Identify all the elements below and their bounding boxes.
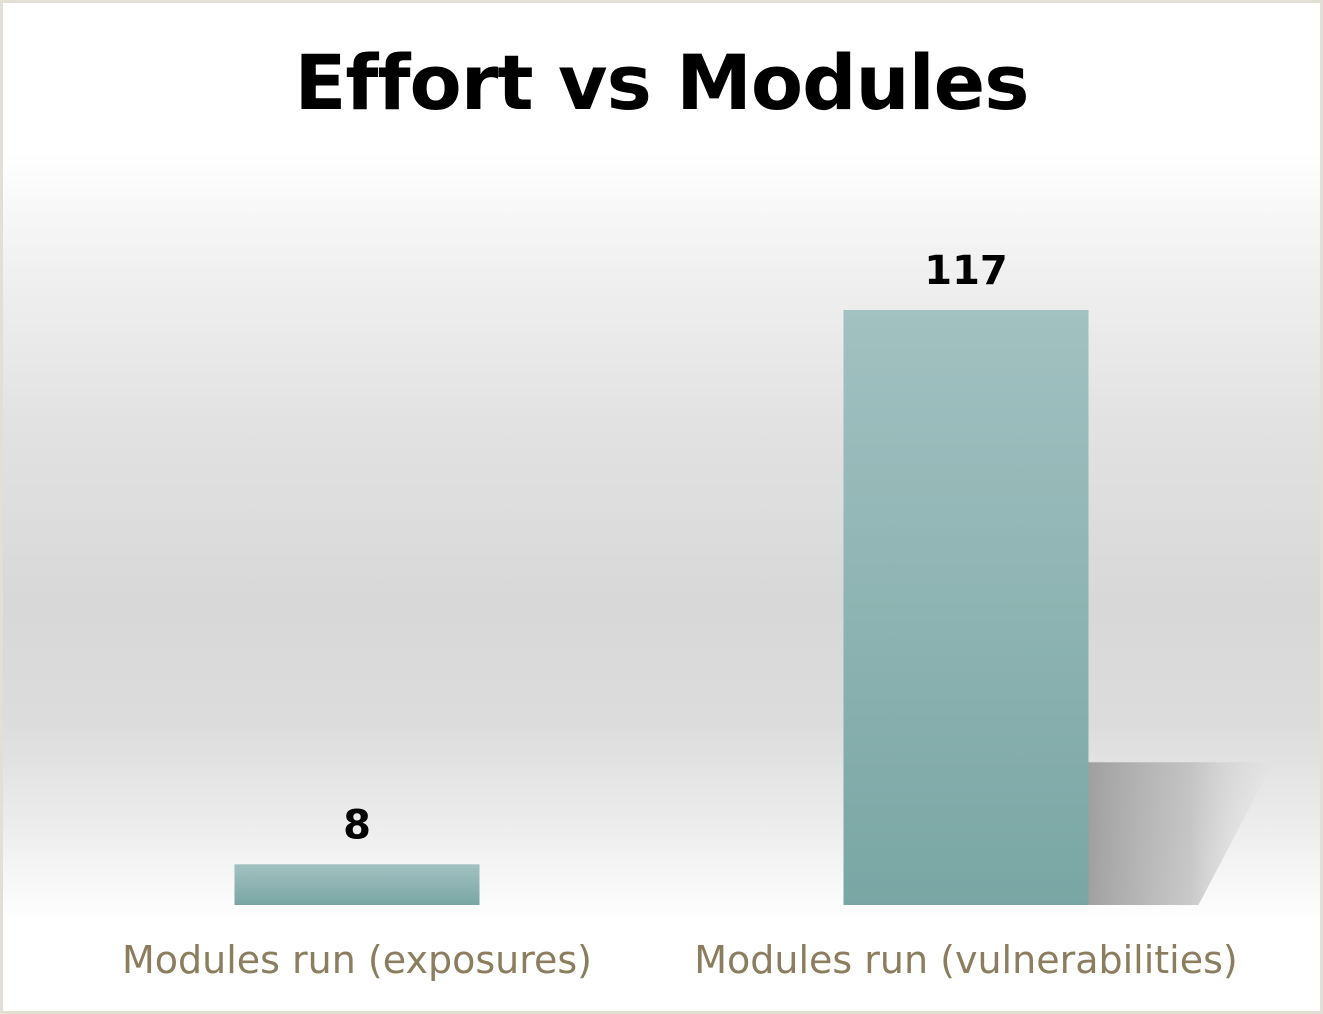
bar-shadow [1088, 762, 1274, 905]
category-tick-label: Modules run (exposures) [122, 938, 592, 982]
category-labels-group: Modules run (exposures) Modules run (vuln… [122, 938, 1238, 982]
bar-vulnerabilities [843, 310, 1089, 905]
chart-title: Effort vs Modules [294, 38, 1030, 127]
value-labels-group: 8 117 [343, 248, 1008, 848]
bars-group [234, 310, 1089, 905]
category-tick-label: Modules run (vulnerabilities) [694, 938, 1238, 982]
bar-exposures [234, 864, 480, 905]
bar-shadows [1088, 762, 1274, 905]
data-label: 117 [924, 248, 1008, 294]
data-label: 8 [343, 802, 371, 848]
